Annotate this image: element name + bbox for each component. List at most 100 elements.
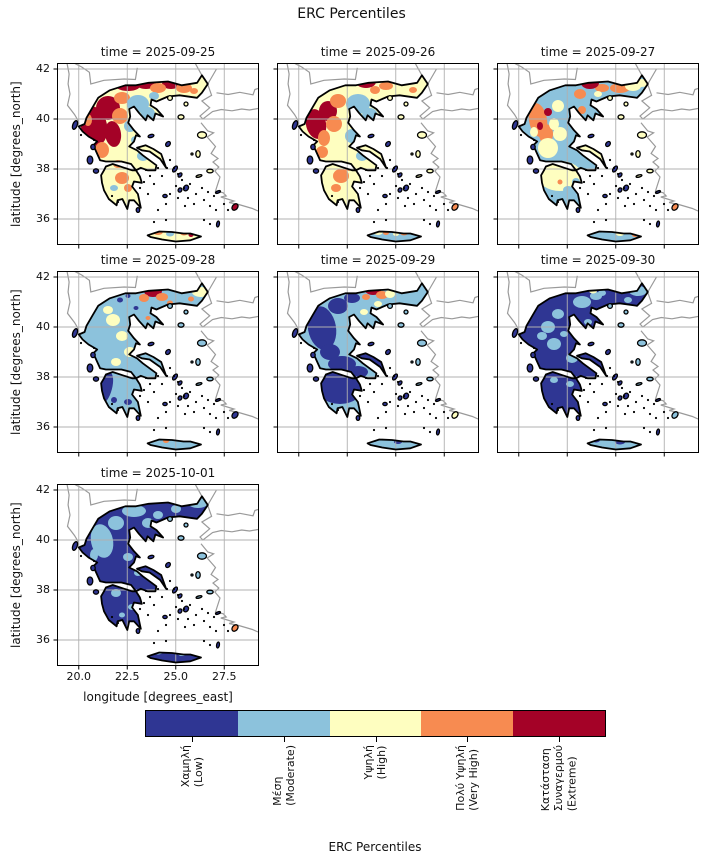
islet-dot <box>592 182 596 186</box>
samos-island <box>426 168 434 174</box>
x-tick-label: 25.0 <box>163 670 189 683</box>
islet-dot <box>148 382 152 386</box>
islet-dot <box>632 202 636 206</box>
coastline-background <box>66 485 80 548</box>
naxos-island <box>402 184 410 192</box>
crete-outline <box>366 230 422 243</box>
map-facet-2025-09-27: time = 2025-09-27 <box>493 45 699 249</box>
islet-dot <box>183 204 187 208</box>
category-blob <box>116 331 128 341</box>
zakynthos-island <box>92 168 100 174</box>
category-blob <box>557 179 563 185</box>
naxos-island <box>182 605 190 613</box>
islet-dot <box>146 400 150 404</box>
islet-dot <box>608 192 612 196</box>
islet-dot <box>614 392 618 396</box>
category-blob <box>111 397 117 403</box>
kefalonia-island <box>306 155 314 165</box>
naxos-island <box>182 184 190 192</box>
islet-dot <box>582 388 586 392</box>
islet-dot <box>165 374 169 378</box>
lefkada-island <box>530 351 536 359</box>
coastline-background <box>640 122 698 212</box>
islet-dot <box>152 428 156 432</box>
islet-dot <box>226 629 230 633</box>
islet-dot <box>396 172 400 176</box>
islet-dot <box>160 174 164 178</box>
islet-dot <box>432 402 436 406</box>
islet-dot <box>212 402 216 406</box>
islet-dot <box>192 623 196 627</box>
facet-title: time = 2025-09-27 <box>540 45 656 59</box>
crete-outline <box>146 651 202 664</box>
lesvos-island <box>196 339 208 347</box>
colorbar-tick-label-text: Μέση (Moderate) <box>270 745 297 806</box>
peloponnese-outline <box>540 371 583 418</box>
islet-dot <box>312 138 316 142</box>
lefkada-island <box>90 351 96 359</box>
map-content <box>58 272 258 452</box>
chios-island <box>415 149 421 159</box>
islet-dot <box>608 400 612 404</box>
category-blob <box>379 82 393 90</box>
islet-dot <box>176 172 180 176</box>
islet-dot <box>420 394 424 398</box>
coastline-background <box>74 272 138 293</box>
islet-dot <box>222 202 226 206</box>
islet-dot <box>214 416 218 420</box>
milos-island <box>162 193 168 199</box>
coastline-background <box>414 272 423 284</box>
islet-dot <box>623 204 627 208</box>
islet-dot <box>392 374 396 378</box>
islet-dot <box>584 376 588 380</box>
milos-island <box>602 401 608 407</box>
islet-dot <box>174 605 178 609</box>
kythira-island <box>355 206 361 214</box>
category-blob <box>547 338 561 350</box>
islet-dot <box>164 426 168 430</box>
naxos-island <box>402 392 410 400</box>
corfu-island <box>291 120 299 130</box>
category-blob <box>90 524 114 558</box>
psara-island <box>190 573 194 577</box>
coastline-background <box>216 295 258 304</box>
y-tick-label: 36 <box>36 633 50 646</box>
corfu-island <box>71 328 79 338</box>
coastline-background <box>207 276 218 293</box>
category-blob <box>124 184 132 192</box>
islet-dot <box>194 613 198 617</box>
islet-dot <box>208 204 212 208</box>
islet-dot <box>176 404 180 408</box>
skyros-island <box>384 140 392 148</box>
rhodes-island <box>231 203 239 211</box>
andros-island <box>611 165 619 173</box>
islet-dot <box>188 390 192 394</box>
coastline-background <box>207 489 218 506</box>
islet-dot <box>604 218 608 222</box>
islet-dot <box>632 410 636 414</box>
islet-dot <box>202 426 206 430</box>
islet-dot <box>168 579 172 583</box>
samos-island <box>426 376 434 382</box>
limnos-island <box>617 322 625 328</box>
islet-dot <box>212 615 216 619</box>
samos-island <box>646 168 654 174</box>
milos-island <box>162 614 168 620</box>
category-blob <box>328 356 356 372</box>
category-blob <box>552 100 564 112</box>
islet-dot <box>164 202 168 206</box>
islet-dot <box>116 621 120 625</box>
x-tick-label: 20.0 <box>66 670 92 683</box>
zakynthos-island <box>312 168 320 174</box>
islet-dot <box>168 366 172 370</box>
y-tick-label: 40 <box>36 320 50 333</box>
coastline-background <box>420 122 478 212</box>
samothraki-island <box>623 309 629 315</box>
islet-dot <box>214 629 218 633</box>
category-blob <box>90 549 98 561</box>
islet-dot <box>578 186 582 190</box>
islet-dot <box>168 400 172 404</box>
category-blob <box>318 130 330 146</box>
category-blob <box>328 298 348 314</box>
colorbar-segment-E <box>513 711 605 736</box>
